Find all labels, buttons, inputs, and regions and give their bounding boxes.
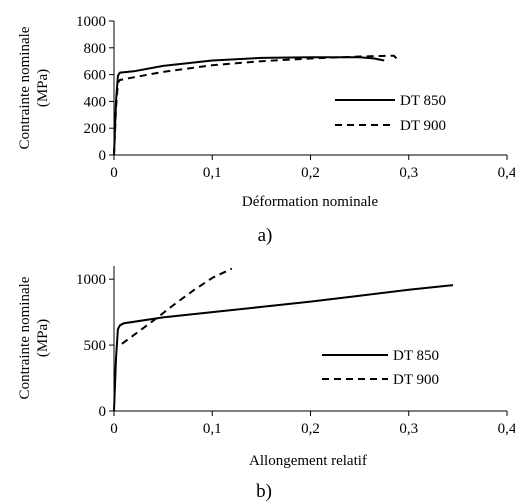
y-tick-label: 500 [84, 338, 107, 354]
legend: DT 850 DT 900 [335, 93, 446, 134]
x-tick-label: 0,3 [399, 421, 418, 437]
series-line-dt900 [121, 267, 233, 345]
legend-label-dt850: DT 850 [400, 93, 446, 109]
y-tick-label: 1000 [76, 14, 106, 30]
x-tick-label: 0,3 [399, 165, 418, 181]
y-tick-label: 1000 [76, 272, 106, 288]
x-tick-label: 0,4 [498, 421, 515, 437]
x-tick-label: 0 [110, 421, 118, 437]
legend-label-dt900: DT 900 [400, 118, 446, 134]
x-tick-label: 0,2 [301, 165, 320, 181]
legend: DT 850 DT 900 [322, 348, 439, 388]
y-tick-label: 800 [84, 41, 107, 57]
y-axis-label: Contrainte nominale [17, 276, 33, 399]
x-tick-label: 0,2 [301, 421, 320, 437]
y-tick-label: 0 [99, 404, 107, 420]
y-tick-label: 400 [84, 94, 107, 110]
plot-area [113, 267, 454, 412]
x-axis-label: Allongement relatif [249, 453, 367, 469]
y-axis-label: Contrainte nominale [17, 26, 33, 149]
y-tick-label: 0 [99, 148, 107, 164]
legend-label-dt900: DT 900 [393, 372, 439, 388]
x-tick-label: 0,1 [203, 165, 222, 181]
legend-label-dt850: DT 850 [393, 348, 439, 364]
y-tick-label: 600 [84, 68, 107, 84]
panel-label-b: b) [256, 481, 272, 502]
chart-panel-a: 0 200 400 600 800 1000 0 0,1 0,2 0,3 0,4 Contrain… [17, 14, 515, 246]
series-line-dt900 [113, 54, 400, 156]
y-axis-label-unit: (MPa) [35, 69, 51, 107]
x-tick-label: 0,4 [498, 165, 515, 181]
plot-area [113, 54, 400, 156]
x-axis-label: Déformation nominale [242, 194, 379, 210]
chart-panel-b: 0 500 1000 0 0,1 0,2 0,3 0,4 Contrainte nomina… [17, 266, 515, 502]
series-line-dt850 [113, 56, 385, 156]
y-tick-label: 200 [84, 121, 107, 137]
series-line-dt850 [113, 284, 454, 412]
y-axis-label-unit: (MPa) [35, 319, 51, 357]
x-tick-label: 0 [110, 165, 118, 181]
x-tick-label: 0,1 [203, 421, 222, 437]
panel-label-a: a) [258, 225, 273, 246]
